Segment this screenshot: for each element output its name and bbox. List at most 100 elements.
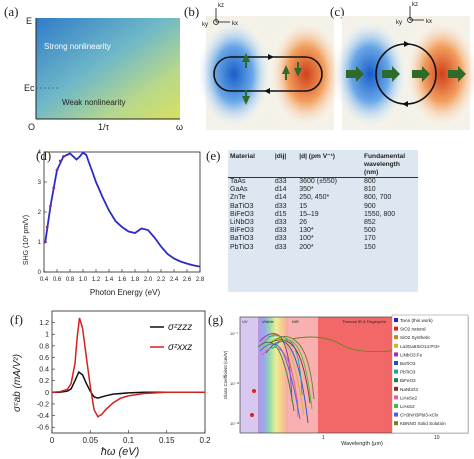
y-tick-label: 0.6 bbox=[39, 355, 49, 362]
glass-curves bbox=[257, 333, 423, 424]
x-axis-label-tau: 1/τ bbox=[98, 122, 110, 132]
band-label-visible: Visible bbox=[262, 319, 274, 324]
x-tick-label: 1.2 bbox=[92, 277, 101, 283]
axis-ky-b: ky bbox=[202, 22, 208, 28]
conductivity-series-line bbox=[52, 370, 205, 399]
table-cell: 500 bbox=[364, 227, 376, 235]
y-axis-label-ec: Ec bbox=[24, 83, 35, 93]
x-tick-label: 2.0 bbox=[144, 277, 153, 283]
table-cell: BaTiO3 bbox=[230, 235, 254, 243]
legend-label: LiAsS2 bbox=[400, 404, 415, 409]
berry-dipole-map-b: kz ky kx bbox=[200, 3, 340, 130]
y-tick-label: 3 bbox=[38, 180, 42, 186]
data-point bbox=[58, 159, 62, 163]
y-tick-label: 0.2 bbox=[39, 378, 49, 385]
y-tick-label: -0.2 bbox=[37, 401, 49, 408]
x-axis-label: ħω (eV) bbox=[101, 446, 140, 458]
table-row: ZnTe d14 250, 450* 800, 700 bbox=[228, 194, 418, 202]
table-cell: 800 bbox=[364, 178, 376, 185]
table-cell: 100* bbox=[299, 235, 314, 243]
legend-label: PbTiO3 bbox=[400, 370, 416, 375]
table-cell: PbTiO3 bbox=[230, 243, 254, 251]
x-tick-label: 2.8 bbox=[196, 277, 205, 283]
sio2-marker bbox=[252, 389, 256, 393]
legend-label: CH3NH3PbI3-xClx bbox=[400, 413, 439, 418]
table-cell: 15–19 bbox=[299, 210, 319, 218]
plot-frame bbox=[43, 151, 201, 273]
legend-label: TaAs (this work) bbox=[400, 318, 433, 323]
table-row: BiFeO3 d15 15–19 1550, 800 bbox=[228, 211, 418, 219]
glass-curve bbox=[265, 341, 309, 424]
axis-kx-c: kx bbox=[426, 19, 432, 25]
table-cell: 3600 (±550) bbox=[299, 178, 337, 185]
y-tick-label: 0 bbox=[45, 390, 49, 397]
table-cell: d33 bbox=[274, 243, 287, 251]
panel-b-label: (b) bbox=[184, 4, 200, 19]
table-header-cell: Fundamental wavelength (nm) bbox=[364, 153, 406, 176]
legend-swatch bbox=[394, 378, 398, 383]
legend-swatch bbox=[394, 369, 398, 374]
velocity-arrows-c bbox=[346, 66, 466, 82]
panel-c-label: (c) bbox=[330, 4, 345, 19]
legend-swatch bbox=[394, 352, 398, 357]
y-tick-top: 10⁻⁷ bbox=[230, 331, 239, 336]
legend-label: KBNNO Solid Solution bbox=[400, 421, 446, 426]
data-point bbox=[49, 204, 52, 208]
strong-nonlinearity-label: Strong nonlinearity bbox=[44, 42, 111, 51]
table-cell: d33 bbox=[274, 219, 287, 227]
table-header-cell: |d| (pm V⁻¹) bbox=[299, 153, 335, 160]
sio2-synthetic-marker bbox=[250, 413, 254, 417]
table-cell: 1550, 800 bbox=[364, 210, 396, 218]
legend-swatch bbox=[394, 318, 398, 322]
legend-swatch bbox=[394, 412, 398, 417]
table-cell: 130* bbox=[299, 227, 314, 235]
glass-curve bbox=[269, 339, 311, 404]
legend-swatch bbox=[394, 395, 398, 400]
uv-band bbox=[240, 317, 258, 433]
table-cell: BiFeO3 bbox=[230, 227, 254, 235]
table-cell: d14 bbox=[274, 194, 287, 202]
axis-kx-b: kx bbox=[232, 21, 238, 27]
table-cell: d14 bbox=[274, 186, 287, 194]
panel-g-label: (g) bbox=[208, 312, 224, 327]
legend-label: NaNbO3 bbox=[400, 387, 418, 392]
y-tick-label: 0 bbox=[38, 270, 42, 276]
x-tick-label: 2.4 bbox=[170, 277, 179, 283]
y-tick-label: 2 bbox=[38, 210, 42, 216]
glass-curve bbox=[263, 338, 305, 416]
x-axis-label: Wavelength (μm) bbox=[341, 441, 383, 447]
phase-diagram bbox=[35, 18, 180, 120]
table-cell: 350* bbox=[299, 186, 314, 194]
y-tick-label: 1.2 bbox=[39, 320, 49, 327]
x-tick-label: 0 bbox=[50, 436, 55, 445]
phase-region bbox=[36, 18, 180, 119]
x-tick-label: 1.8 bbox=[131, 277, 140, 283]
glass-curve bbox=[267, 335, 303, 396]
data-point bbox=[52, 186, 56, 190]
table-cell: 26 bbox=[299, 219, 308, 227]
legend-swatch bbox=[394, 343, 398, 348]
glass-curve bbox=[261, 347, 299, 418]
shg-spectrum-chart: SHG (10³ pm/V) Photon Energy (eV) 0.4 0.6… bbox=[23, 150, 205, 297]
panel-e-label: (e) bbox=[206, 148, 221, 163]
x-tick-label: 0.8 bbox=[66, 277, 75, 283]
legend-swatch bbox=[394, 326, 398, 331]
table-cell: d15 bbox=[274, 210, 287, 218]
table-row: GaAs d14 350* 810 bbox=[228, 186, 418, 194]
table-cell: d33 bbox=[274, 227, 287, 235]
x-tick-10: 10 bbox=[434, 435, 440, 441]
legend-swatch bbox=[394, 421, 398, 426]
table-cell: 800, 700 bbox=[364, 194, 392, 202]
x-tick-label: 0.15 bbox=[159, 436, 175, 445]
glass-curve bbox=[273, 336, 315, 400]
velocity-arrows bbox=[242, 53, 302, 105]
panel-a-label: (a) bbox=[4, 4, 19, 19]
legend-label: La3Ga5SiO14:Pr3+ bbox=[400, 344, 441, 349]
table-cell: ZnTe bbox=[230, 194, 246, 202]
visible-band bbox=[258, 317, 288, 433]
legend-label: BiFeO3 bbox=[400, 378, 416, 383]
table-cell: 170 bbox=[364, 235, 376, 243]
glass-curve bbox=[259, 343, 301, 420]
y-tick-label: -0.4 bbox=[37, 413, 49, 420]
legend-label: LiNbO3:Fe bbox=[400, 352, 423, 357]
